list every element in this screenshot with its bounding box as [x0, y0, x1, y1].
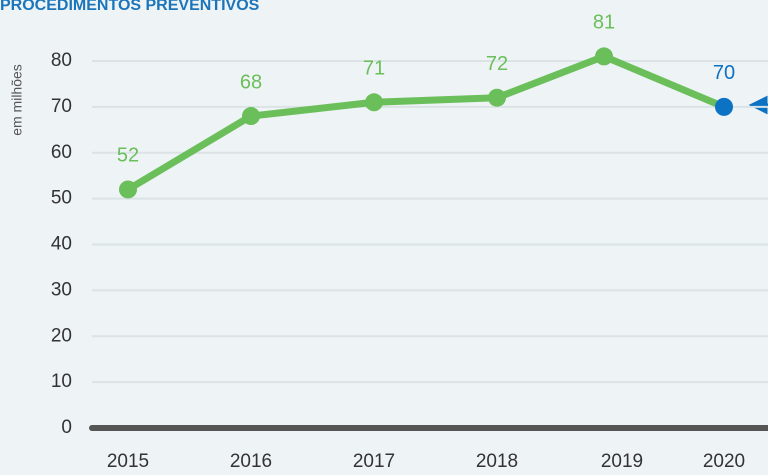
data-label: 68	[240, 71, 262, 93]
y-tick-label: 0	[61, 417, 72, 438]
y-tick-label: 70	[51, 96, 72, 117]
x-tick-label: 2019	[601, 451, 643, 472]
point	[488, 88, 506, 107]
point	[365, 93, 383, 112]
x-tick-label: 2016	[230, 451, 272, 472]
x-tick-label: 2015	[107, 451, 149, 472]
line	[126, 52, 726, 193]
data-label: 70	[713, 62, 735, 84]
y-tick-label: 10	[51, 371, 72, 392]
y-axis-label: em milhões	[9, 64, 25, 136]
y-tick-label: 20	[51, 325, 72, 346]
x-tick-label: 2018	[476, 451, 518, 472]
x-tick-label: 2020	[703, 451, 745, 472]
point	[715, 97, 733, 116]
point	[119, 180, 137, 199]
y-tick-label: 50	[51, 188, 72, 209]
data-label: 72	[486, 53, 508, 75]
arrow-icon	[748, 95, 768, 115]
data-label: 52	[117, 145, 139, 167]
point	[595, 47, 613, 66]
y-tick-label: 80	[51, 50, 72, 71]
x-tick-label: 2017	[353, 451, 395, 472]
y-tick-label: 30	[51, 279, 72, 300]
y-tick-label: 60	[51, 142, 72, 163]
chart-title: PROCEDIMENTOS PREVENTIVOS	[0, 0, 260, 14]
y-tick-label: 40	[51, 234, 72, 255]
data-label: 81	[593, 12, 615, 34]
point	[242, 107, 260, 126]
data-label: 71	[363, 58, 385, 80]
